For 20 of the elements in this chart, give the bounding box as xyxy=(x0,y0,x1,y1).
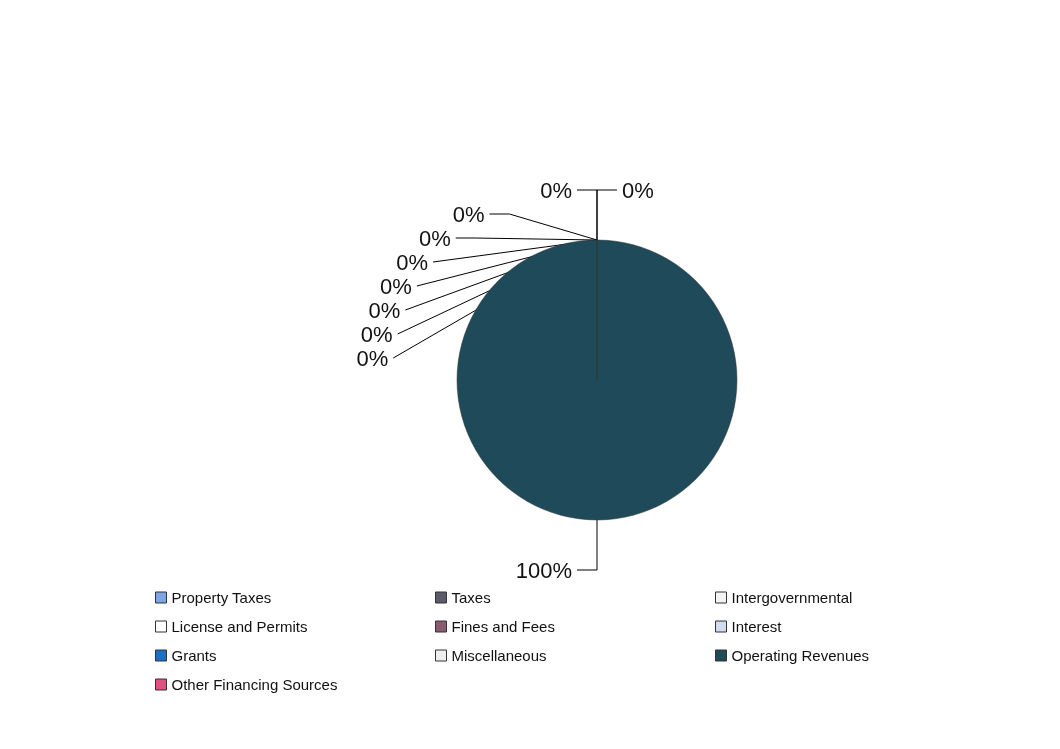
legend-label: Intergovernmental xyxy=(731,589,853,606)
legend-label: Interest xyxy=(731,618,783,635)
text: 0% xyxy=(622,177,654,203)
legend-label: Other Financing Sources xyxy=(171,676,338,693)
legend-label: Property Taxes xyxy=(171,589,272,606)
legend-label: Operating Revenues xyxy=(731,647,870,664)
legend-label: Grants xyxy=(171,647,217,664)
text: 0% xyxy=(452,201,485,227)
legend-label: Miscellaneous xyxy=(451,647,547,664)
text: 0% xyxy=(356,345,389,371)
text: 0% xyxy=(540,177,572,203)
data-label: 100% xyxy=(515,557,572,583)
legend-label: Taxes xyxy=(451,589,491,606)
legend-label: License and Permits xyxy=(171,618,308,635)
text: 0% xyxy=(418,225,451,251)
text: 0% xyxy=(360,321,393,347)
legend-label: Fines and Fees xyxy=(451,618,555,635)
text: 0% xyxy=(396,249,429,275)
text: 0% xyxy=(380,273,412,299)
text: 0% xyxy=(368,297,401,323)
